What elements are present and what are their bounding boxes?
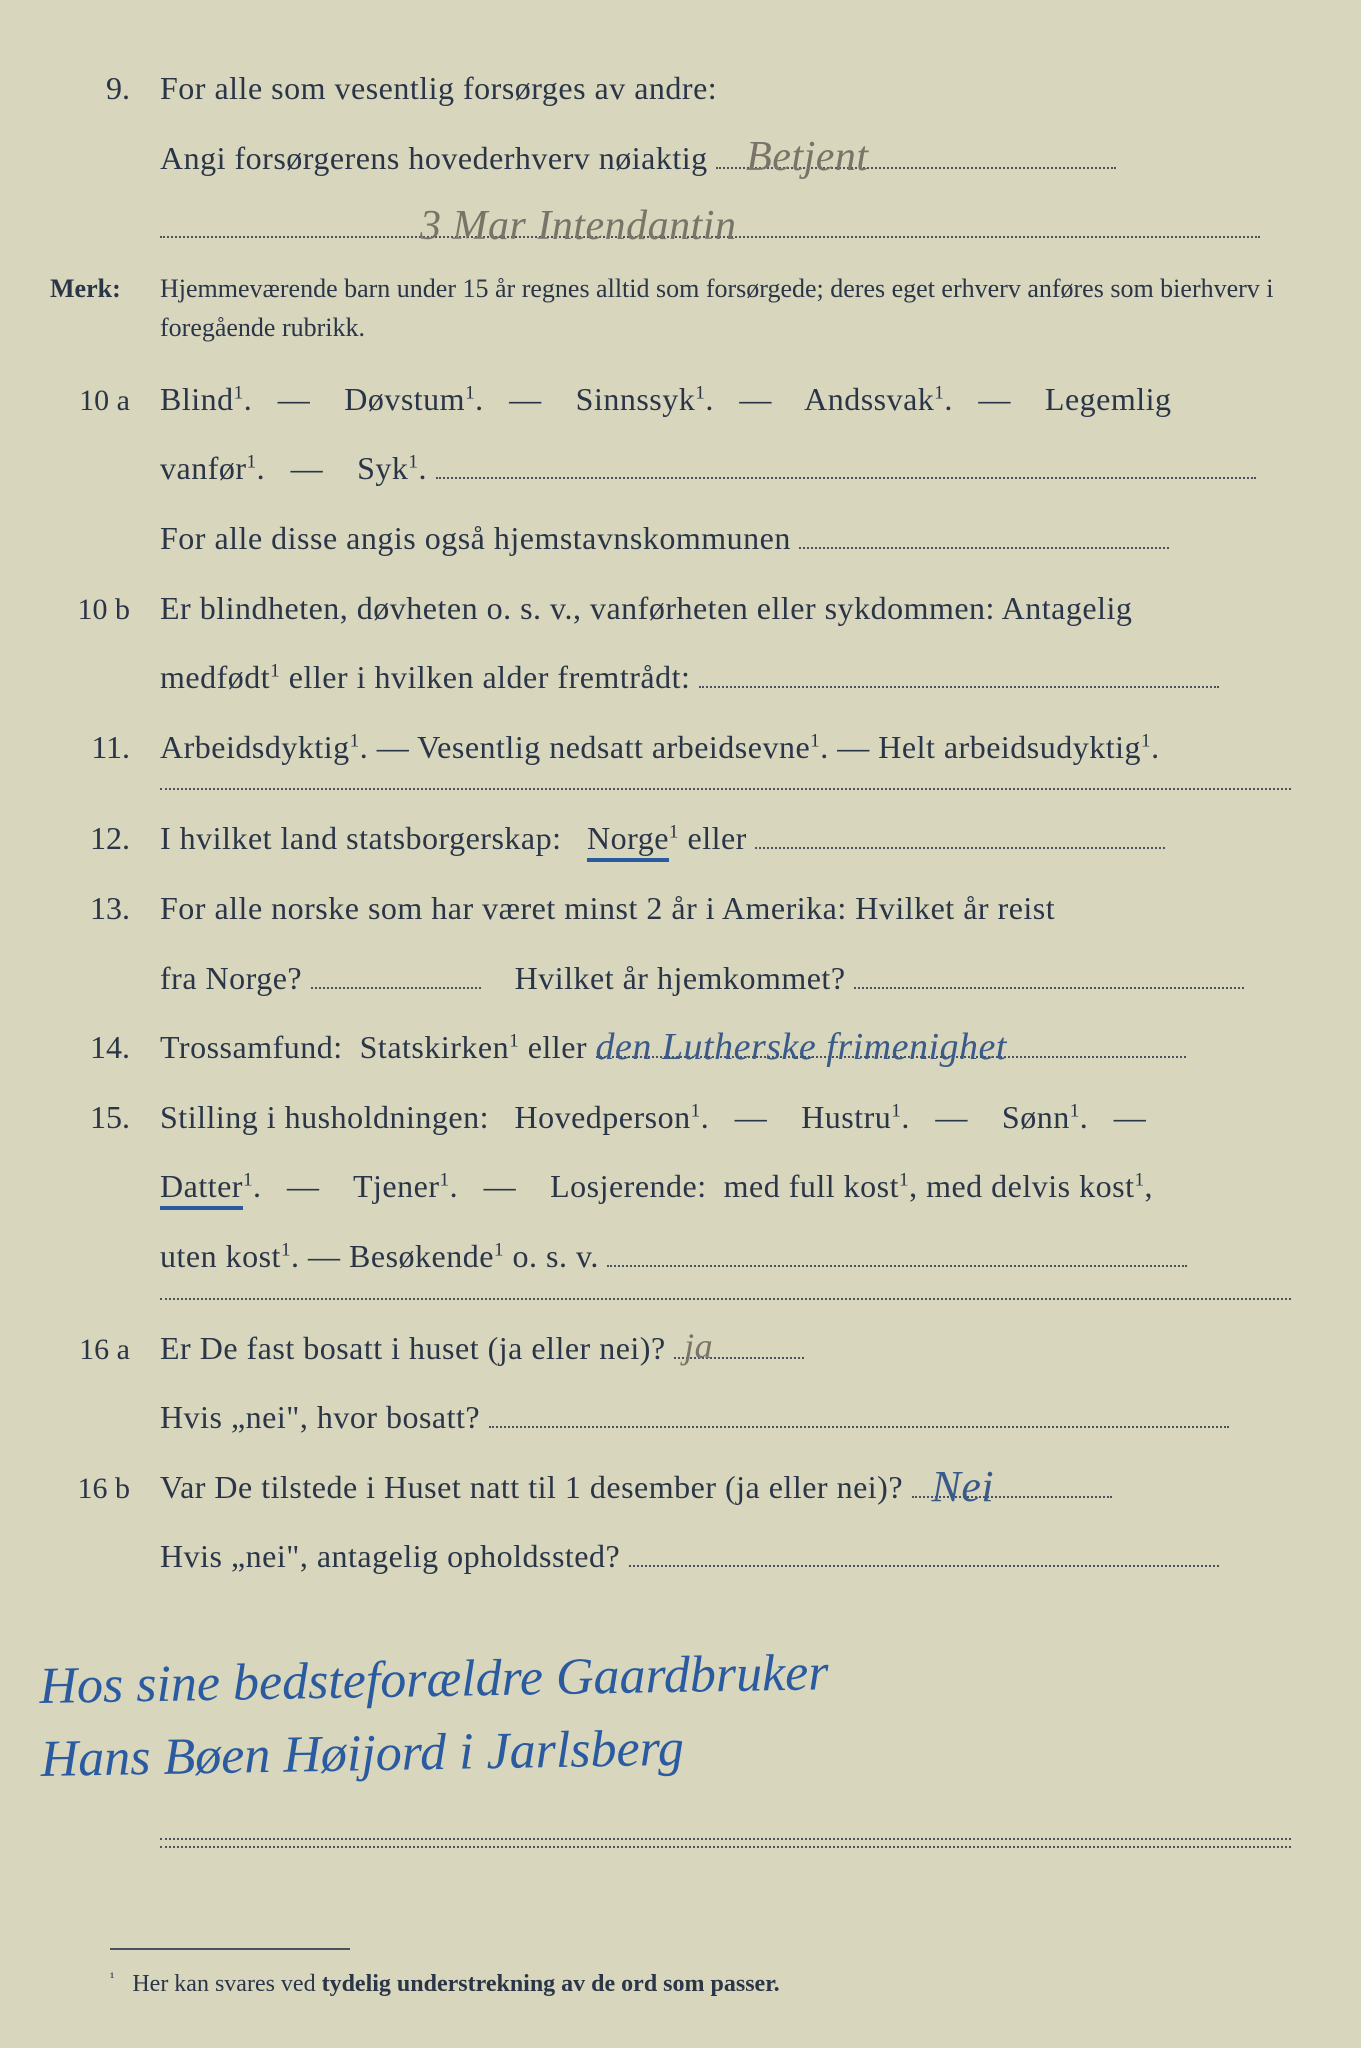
q12-blank: [755, 819, 1165, 850]
q14-row: 14. Trossamfund: Statskirken1 eller den …: [50, 1019, 1291, 1077]
q16a-number: 16 a: [50, 1333, 160, 1367]
q16b-answer1: Nei: [932, 1447, 995, 1526]
q11-number: 11.: [50, 729, 160, 766]
q13-blank1: [311, 958, 481, 989]
divider-2: [160, 1298, 1291, 1300]
q15-opt-losjerende: Losjerende: med full kost1, med delvis k…: [550, 1168, 1153, 1204]
footnote-rule: [110, 1948, 350, 1950]
q15-row3: uten kost1. — Besøkende1 o. s. v.: [50, 1228, 1291, 1286]
merk-text: Hjemmeværende barn under 15 år regnes al…: [160, 269, 1291, 347]
q15-opt-sonn: Sønn1.: [1002, 1099, 1088, 1135]
q10b-row1: 10 b Er blindheten, døvheten o. s. v., v…: [50, 580, 1291, 638]
q16b-row1: 16 b Var De tilstede i Huset natt til 1 …: [50, 1459, 1291, 1517]
q16a-answer-line: ja: [674, 1328, 804, 1359]
q10b-number: 10 b: [50, 593, 160, 627]
q13-line2a: fra Norge?: [160, 960, 302, 996]
q12-row: 12. I hvilket land statsborgerskap: Norg…: [50, 810, 1291, 868]
q10b-blank: [699, 657, 1219, 688]
q9-answer-line1: Betjent: [716, 138, 1116, 169]
q16b-freehand-answer: Hos sine bedsteforældre Gaardbruker Hans…: [39, 1629, 1301, 1797]
q9-number: 9.: [50, 70, 160, 107]
q13-blank2: [854, 958, 1244, 989]
q10a-blank1: [436, 449, 1256, 480]
q11-opt1: Arbeidsdyktig1.: [160, 729, 368, 765]
q10a-row2: vanfør1. — Syk1.: [50, 440, 1291, 498]
q9-answer1: Betjent: [746, 120, 868, 196]
q14-answer: den Lutherske frimenighet: [596, 1013, 1007, 1081]
q15-label: Stilling i husholdningen:: [160, 1099, 489, 1135]
q13-line2b: Hvilket år hjemkommet?: [515, 960, 846, 996]
q10a-row1: 10 a Blind1. — Døvstum1. — Sinnssyk1. — …: [50, 371, 1291, 429]
q16b-number: 16 b: [50, 1472, 160, 1506]
q10a-opt-syk: Syk1.: [357, 450, 427, 486]
q10a-opt-vanfor: vanfør1.: [160, 450, 265, 486]
q16a-q1: Er De fast bosatt i huset (ja eller nei)…: [160, 1330, 666, 1366]
q10a-opt-dovstum: Døvstum1.: [344, 381, 483, 417]
q16a-answer1: ja: [684, 1314, 713, 1379]
q14-number: 14.: [50, 1029, 160, 1066]
q13-line1: For alle norske som har været minst 2 år…: [160, 890, 1055, 926]
q15-row2: Datter1. — Tjener1. — Losjerende: med fu…: [50, 1158, 1291, 1216]
q10b-text2: medfødt1 eller i hvilken alder fremtrådt…: [160, 659, 690, 695]
q15-opt-tjener: Tjener1.: [353, 1168, 458, 1204]
q13-row2: fra Norge? Hvilket år hjemkommet?: [50, 950, 1291, 1008]
q9-line1: For alle som vesentlig forsørges av andr…: [160, 60, 1291, 118]
q9-line2-label: Angi forsørgerens hovederhverv nøiaktig: [160, 140, 708, 176]
q16b-q1: Var De tilstede i Huset natt til 1 desem…: [160, 1469, 903, 1505]
footnote-pre: Her kan svares ved: [132, 1971, 321, 1997]
q16a-row2: Hvis „nei", hvor bosatt?: [50, 1389, 1291, 1447]
q16a-q2: Hvis „nei", hvor bosatt?: [160, 1399, 480, 1435]
q11-row: 11. Arbeidsdyktig1. — Vesentlig nedsatt …: [50, 719, 1291, 777]
q10a-number: 10 a: [50, 384, 160, 418]
q9-answer-line2: 3 Mar Intendantin: [160, 207, 1260, 238]
q15-row1: 15. Stilling i husholdningen: Hovedperso…: [50, 1089, 1291, 1147]
q12-norge-underlined: Norge: [587, 820, 669, 862]
q16b-blank1: [629, 1536, 1219, 1567]
merk-row: Merk: Hjemmeværende barn under 15 år reg…: [50, 269, 1291, 347]
q14-label: Trossamfund: Statskirken1 eller: [160, 1029, 587, 1065]
q10a-opt-andssvak: Andssvak1.: [804, 381, 953, 417]
q12-or: eller: [687, 820, 746, 856]
q10b-text1: Er blindheten, døvheten o. s. v., vanfør…: [160, 590, 1132, 626]
footnote-bold: tydelig understrekning av de ord som pas…: [322, 1971, 780, 1997]
q10a-opt-blind: Blind1.: [160, 381, 252, 417]
q14-answer-line: den Lutherske frimenighet: [596, 1027, 1186, 1058]
q15-datter-underlined: Datter: [160, 1168, 243, 1210]
census-form-page: 9. For alle som vesentlig forsørges av a…: [0, 0, 1361, 2038]
q15-opt-hustru: Hustru1.: [801, 1099, 910, 1135]
q10a-row3: For alle disse angis også hjemstavnskomm…: [50, 510, 1291, 568]
q9-row2: Angi forsørgerens hovederhverv nøiaktig …: [50, 130, 1291, 188]
divider-3: [160, 1838, 1291, 1840]
q12-number: 12.: [50, 820, 160, 857]
q9-answer2: 3 Mar Intendantin: [420, 189, 736, 265]
q16a-row1: 16 a Er De fast bosatt i huset (ja eller…: [50, 1320, 1291, 1378]
merk-label: Merk:: [50, 274, 160, 304]
q9-row1: 9. For alle som vesentlig forsørges av a…: [50, 60, 1291, 118]
q15-opt-utenkost: uten kost1.: [160, 1238, 300, 1274]
q10a-opt-sinnssyk: Sinnssyk1.: [576, 381, 714, 417]
q12-label: I hvilket land statsborgerskap:: [160, 820, 562, 856]
q10b-row2: medfødt1 eller i hvilken alder fremtrådt…: [50, 649, 1291, 707]
q16b-row2: Hvis „nei", antagelig opholdssted?: [50, 1528, 1291, 1586]
divider-3b: [160, 1846, 1291, 1848]
footnote: ¹ Her kan svares ved tydelig understrekn…: [110, 1970, 1291, 1998]
q10a-blank2: [799, 518, 1169, 549]
q11-opt2: Vesentlig nedsatt arbeidsevne1.: [417, 729, 829, 765]
q15-number: 15.: [50, 1099, 160, 1136]
divider-1: [160, 788, 1291, 790]
q13-row1: 13. For alle norske som har været minst …: [50, 880, 1291, 938]
q16b-q2: Hvis „nei", antagelig opholdssted?: [160, 1538, 620, 1574]
q9-row3: 3 Mar Intendantin: [50, 199, 1291, 257]
q15-opt-hovedperson: Hovedperson1.: [514, 1099, 709, 1135]
q16b-answer-line: Nei: [912, 1467, 1112, 1498]
footnote-marker: ¹: [110, 1970, 114, 1986]
q10a-line2: For alle disse angis også hjemstavnskomm…: [160, 520, 791, 556]
q11-opt3: Helt arbeidsudyktig1.: [878, 729, 1159, 765]
q16a-blank: [489, 1397, 1229, 1428]
q15-blank: [607, 1236, 1187, 1267]
q10a-opt-legemlig: Legemlig: [1045, 381, 1172, 417]
q13-number: 13.: [50, 890, 160, 927]
q15-opt-besokende: Besøkende1 o. s. v.: [349, 1238, 599, 1274]
